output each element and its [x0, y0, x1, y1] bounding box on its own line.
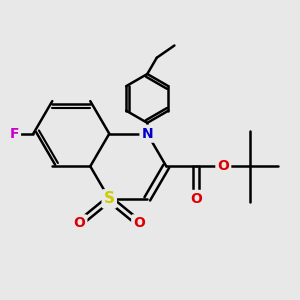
Text: S: S	[104, 191, 115, 206]
Text: O: O	[218, 159, 229, 173]
Text: O: O	[74, 216, 86, 230]
Text: O: O	[133, 216, 145, 230]
Text: O: O	[190, 192, 202, 206]
Text: F: F	[10, 127, 19, 141]
Text: N: N	[142, 127, 153, 141]
